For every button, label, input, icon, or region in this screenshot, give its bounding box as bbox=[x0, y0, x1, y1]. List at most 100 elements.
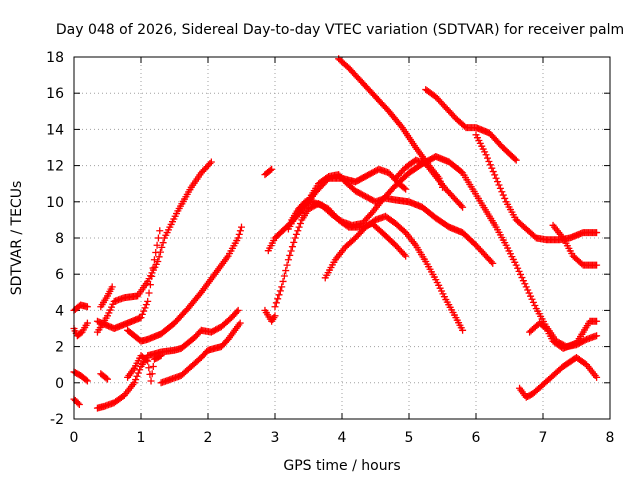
grid bbox=[74, 57, 610, 419]
data-point bbox=[266, 166, 274, 174]
data-point bbox=[234, 234, 242, 242]
series-arc-d7 bbox=[321, 212, 467, 334]
x-tick-label: 0 bbox=[70, 430, 79, 446]
data-point bbox=[436, 177, 444, 185]
data-point bbox=[485, 157, 493, 165]
series-arc-b3 bbox=[97, 283, 116, 311]
data-point bbox=[102, 374, 110, 382]
y-tick-label: 12 bbox=[46, 159, 64, 175]
data-point bbox=[145, 364, 153, 372]
data-point bbox=[439, 183, 446, 191]
x-tick-label: 7 bbox=[539, 430, 548, 446]
data-point bbox=[268, 165, 276, 173]
series-arc-f2 bbox=[526, 317, 601, 352]
data-point bbox=[155, 253, 163, 261]
y-tick-label: 14 bbox=[46, 122, 64, 138]
data-point bbox=[521, 280, 529, 288]
y-tick-label: 16 bbox=[46, 86, 64, 102]
data-point bbox=[272, 299, 280, 307]
x-tick-labels: 0 1 2 3 4 5 6 7 8 bbox=[70, 430, 615, 446]
data-point bbox=[147, 377, 155, 385]
data-point bbox=[108, 283, 116, 291]
data-point bbox=[278, 283, 286, 291]
data-point bbox=[593, 261, 601, 269]
data-point bbox=[157, 352, 165, 360]
data-point bbox=[494, 178, 502, 186]
data-point bbox=[75, 401, 83, 409]
data-point bbox=[486, 161, 494, 169]
data-point bbox=[501, 194, 509, 202]
data-point bbox=[134, 369, 142, 377]
data-point bbox=[145, 289, 153, 297]
data-point bbox=[159, 239, 167, 247]
series-arc-c3 bbox=[124, 223, 245, 345]
data-point bbox=[527, 292, 535, 300]
data-point bbox=[437, 180, 445, 188]
y-tick-label: 0 bbox=[55, 376, 64, 392]
data-point bbox=[593, 373, 601, 381]
series-arc-c4 bbox=[124, 352, 165, 385]
data-point bbox=[397, 122, 405, 130]
x-axis-label: GPS time / hours bbox=[283, 458, 400, 474]
data-point bbox=[402, 185, 410, 193]
series-arc-e3 bbox=[472, 131, 601, 244]
y-tick-label: 8 bbox=[55, 231, 64, 247]
series-arc-d1 bbox=[261, 306, 279, 325]
data-point bbox=[148, 370, 156, 378]
x-tick-label: 6 bbox=[472, 430, 481, 446]
data-point bbox=[132, 376, 140, 384]
data-point bbox=[529, 298, 537, 306]
data-point bbox=[457, 202, 465, 210]
data-point bbox=[154, 234, 162, 242]
data-point bbox=[207, 158, 215, 166]
series-arc-d2 bbox=[261, 165, 276, 179]
data-point bbox=[83, 303, 91, 311]
data-point bbox=[499, 191, 507, 199]
data-point bbox=[236, 227, 244, 235]
data-point bbox=[488, 164, 496, 172]
data-point bbox=[292, 230, 300, 238]
x-tick-label: 3 bbox=[271, 430, 280, 446]
data-point bbox=[284, 256, 292, 264]
data-point bbox=[138, 310, 146, 318]
data-point bbox=[234, 306, 242, 314]
data-point bbox=[496, 184, 504, 192]
data-point bbox=[519, 277, 527, 285]
plot-frame bbox=[73, 56, 611, 420]
x-tick-label: 8 bbox=[606, 430, 615, 446]
data-point bbox=[133, 372, 141, 380]
series-arc-e4 bbox=[549, 221, 601, 269]
data-point bbox=[290, 238, 298, 246]
data-point bbox=[276, 287, 284, 295]
data-point bbox=[531, 301, 539, 309]
data-point bbox=[435, 174, 443, 182]
data-point bbox=[593, 317, 601, 325]
data-point bbox=[512, 156, 520, 164]
data-point bbox=[74, 399, 82, 407]
data-point bbox=[136, 366, 144, 374]
data-point bbox=[294, 227, 302, 235]
data-point bbox=[541, 323, 549, 331]
data-point bbox=[525, 289, 533, 297]
data-point bbox=[402, 252, 410, 260]
data-point bbox=[154, 258, 162, 266]
chart-title: Day 048 of 2026, Sidereal Day-to-day VTE… bbox=[56, 22, 624, 38]
series-arc-c5 bbox=[157, 319, 244, 387]
y-tick-label: 4 bbox=[55, 303, 64, 319]
data-point bbox=[511, 155, 519, 163]
data-point bbox=[492, 174, 500, 182]
series-arc-b2 bbox=[93, 158, 215, 336]
data-point bbox=[271, 312, 279, 320]
x-tick-label: 4 bbox=[338, 430, 347, 446]
data-point bbox=[291, 234, 299, 242]
data-point bbox=[282, 267, 290, 275]
x-tick-label: 5 bbox=[405, 430, 414, 446]
data-point bbox=[279, 277, 287, 285]
y-tick-label: 10 bbox=[46, 195, 64, 211]
data-point bbox=[82, 376, 90, 384]
data-point bbox=[593, 332, 601, 340]
data-point bbox=[149, 363, 157, 371]
data-point bbox=[274, 295, 282, 303]
data-point bbox=[141, 304, 149, 312]
series-arc-a4 bbox=[70, 395, 83, 409]
